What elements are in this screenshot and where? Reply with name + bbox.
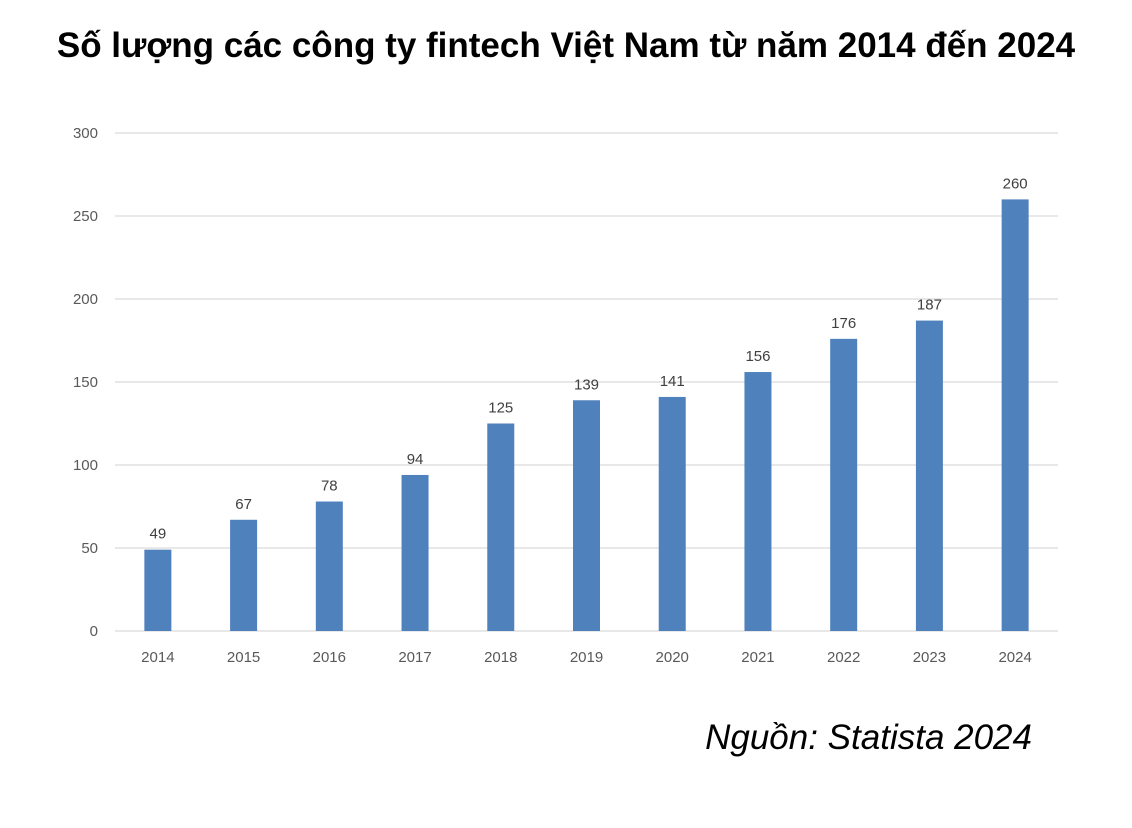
data-label-2018: 125 (488, 400, 513, 417)
x-tick-label-2019: 2019 (570, 649, 603, 666)
bar-2019 (573, 400, 600, 631)
source-note: Nguồn: Statista 2024 (705, 718, 1032, 757)
x-tick-label-2024: 2024 (998, 649, 1031, 666)
y-tick-label: 200 (73, 291, 98, 308)
bar-2021 (744, 372, 772, 631)
data-label-2015: 67 (235, 496, 252, 513)
bar-2014 (144, 549, 172, 631)
x-tick-label-2018: 2018 (484, 649, 517, 666)
x-tick-label-2017: 2017 (398, 649, 431, 666)
data-label-2017: 94 (407, 451, 424, 468)
x-tick-label-2023: 2023 (913, 649, 946, 666)
bar-2020 (658, 396, 686, 631)
data-label-2019: 139 (574, 376, 599, 393)
y-tick-label: 250 (73, 208, 98, 225)
bar-2022 (830, 338, 858, 631)
bar-2018 (487, 423, 515, 631)
y-axis-ticks: 0 50 100 150 200 250 300 (73, 125, 98, 640)
y-tick-label: 50 (81, 540, 98, 557)
bars (144, 199, 1029, 631)
x-axis-ticks: 2014 2015 2016 2017 2018 2019 2020 2021 2022 2023… (141, 649, 1032, 666)
y-tick-label: 100 (73, 457, 98, 474)
bar-2024 (1001, 199, 1029, 631)
y-tick-label: 0 (90, 623, 98, 640)
bar-2017 (401, 474, 429, 631)
chart-title: Số lượng các công ty fintech Việt Nam từ… (56, 26, 1076, 65)
y-tick-label: 150 (73, 374, 98, 391)
data-label-2023: 187 (917, 297, 942, 314)
data-label-2024: 260 (1003, 175, 1028, 192)
bar-2015 (230, 519, 258, 631)
data-label-2022: 176 (831, 315, 856, 332)
data-label-2014: 49 (150, 526, 167, 543)
x-tick-label-2016: 2016 (313, 649, 346, 666)
x-tick-label-2022: 2022 (827, 649, 860, 666)
data-labels: 49 67 78 94 125 139 141 156 176 187 260 (150, 175, 1028, 542)
x-tick-label-2020: 2020 (656, 649, 689, 666)
data-label-2020: 141 (660, 373, 685, 390)
data-label-2021: 156 (745, 348, 770, 365)
x-tick-label-2015: 2015 (227, 649, 260, 666)
bar-2016 (315, 501, 343, 631)
data-label-2016: 78 (321, 478, 338, 495)
x-tick-label-2014: 2014 (141, 649, 174, 666)
x-tick-label-2021: 2021 (741, 649, 774, 666)
y-tick-label: 300 (73, 125, 98, 142)
bar-2023 (915, 320, 943, 631)
